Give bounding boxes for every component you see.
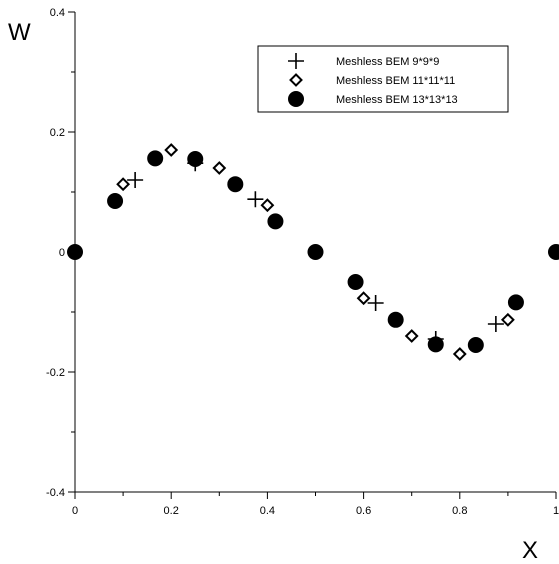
data-point-circle (307, 244, 324, 260)
data-point-plus (367, 295, 384, 311)
data-point-circle (267, 213, 284, 230)
data-point-diamond (116, 177, 131, 192)
data-point-diamond (164, 143, 179, 157)
data-point-circle (67, 244, 83, 260)
legend-marker-circle (288, 91, 304, 107)
legend-label: Meshless BEM 11*11*11 (336, 75, 455, 87)
x-tick-label: 1 (553, 505, 559, 517)
data-point-plus (487, 316, 504, 332)
data-points (67, 143, 559, 361)
data-point-plus (247, 191, 264, 208)
data-point-diamond (404, 329, 419, 343)
data-point-diamond (260, 198, 275, 213)
y-tick-label: -0.2 (46, 367, 65, 379)
data-point-circle (347, 274, 364, 290)
x-axis-title: X (522, 537, 538, 564)
data-point-diamond (356, 291, 371, 306)
data-point-circle (147, 150, 164, 167)
axes: -0.4 -0.2 0 0.2 0.4 0 0.2 0.4 0.6 0.8 1 (46, 7, 559, 517)
data-point-circle (548, 244, 559, 260)
legend-marker-plus (288, 53, 304, 69)
data-point-diamond (212, 161, 227, 175)
y-tick-label: -0.4 (46, 487, 65, 499)
data-point-circle (227, 176, 244, 193)
y-tick-label: 0.2 (50, 127, 65, 139)
data-point-diamond (500, 312, 515, 327)
x-tick-label: 0.8 (452, 505, 467, 517)
y-tick-label: 0 (59, 247, 65, 259)
y-axis-title: W (8, 19, 31, 46)
data-point-circle (427, 336, 444, 353)
x-tick-label: 0.6 (356, 505, 371, 517)
legend: Meshless BEM 9*9*9 Meshless BEM 11*11*11 M… (257, 45, 509, 113)
data-point-circle (467, 337, 484, 353)
data-point-circle (507, 294, 524, 311)
x-tick-label: 0.4 (260, 505, 275, 517)
data-point-diamond (452, 347, 467, 361)
data-point-circle (187, 151, 204, 167)
x-tick-label: 0 (72, 505, 78, 517)
x-tick-label: 0.2 (164, 505, 179, 517)
y-tick-label: 0.4 (50, 7, 65, 19)
legend-marker-diamond (289, 73, 303, 87)
data-point-plus (127, 172, 144, 188)
legend-label: Meshless BEM 9*9*9 (336, 56, 439, 68)
legend-label: Meshless BEM 13*13*13 (336, 94, 458, 106)
data-point-circle (387, 311, 404, 328)
data-point-circle (107, 193, 124, 209)
